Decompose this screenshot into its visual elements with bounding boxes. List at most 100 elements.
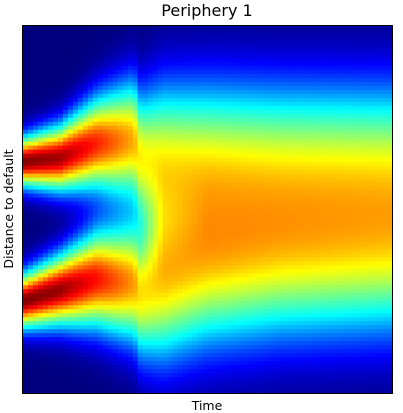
heatmap-cell [92, 381, 99, 386]
heatmap-cell [222, 225, 229, 231]
heatmap-cell [192, 213, 199, 219]
heatmap-cell [142, 37, 149, 43]
heatmap-cell [27, 241, 34, 246]
heatmap-cell [182, 149, 189, 155]
heatmap-cell [32, 277, 39, 282]
heatmap-cell [147, 297, 154, 302]
heatmap-cell [257, 345, 263, 350]
heatmap-cell [197, 121, 204, 127]
heatmap-cell [27, 273, 34, 278]
heatmap-cell [157, 193, 164, 199]
heatmap-cell [182, 141, 189, 147]
heatmap-cell [142, 285, 149, 290]
heatmap-cell [232, 365, 239, 370]
heatmap-cell [82, 173, 89, 179]
heatmap-cell [92, 61, 99, 67]
heatmap-cell [97, 345, 104, 350]
heatmap-cell [97, 29, 104, 35]
heatmap-cell [202, 177, 209, 183]
heatmap-cell [37, 77, 44, 83]
heatmap-cell [117, 277, 124, 282]
heatmap-cell [23, 157, 29, 163]
heatmap-cell [152, 65, 159, 71]
heatmap-cell [262, 325, 268, 330]
heatmap-cell [62, 373, 69, 378]
heatmap-cell [262, 73, 268, 79]
heatmap-cell [147, 193, 154, 199]
heatmap-cell [32, 26, 39, 31]
heatmap-cell [117, 237, 124, 243]
heatmap-cell [272, 269, 278, 274]
heatmap-cell [247, 57, 253, 63]
heatmap-cell [47, 69, 54, 75]
heatmap-cell [92, 29, 99, 35]
heatmap-cell [137, 229, 144, 235]
heatmap-cell [212, 377, 219, 382]
heatmap-cell [177, 169, 184, 175]
heatmap-cell [47, 345, 54, 350]
heatmap-cell [142, 281, 149, 286]
heatmap-cell [23, 201, 29, 207]
heatmap-cell [167, 77, 174, 83]
heatmap-cell [182, 249, 189, 254]
heatmap-cell [212, 357, 219, 362]
heatmap-cell [217, 149, 224, 155]
heatmap-cell [67, 97, 74, 103]
heatmap-cell [147, 97, 154, 103]
heatmap-cell [222, 369, 229, 374]
heatmap-cell [122, 97, 129, 103]
heatmap-cell [62, 41, 69, 47]
heatmap-cell [277, 53, 283, 59]
heatmap-cell [232, 261, 239, 266]
heatmap-cell [212, 337, 219, 342]
heatmap-cell [187, 73, 194, 79]
heatmap-cell [77, 241, 84, 246]
heatmap-cell [262, 345, 268, 350]
heatmap-cell [212, 133, 219, 139]
heatmap-cell [282, 273, 288, 278]
heatmap-cell [242, 229, 248, 235]
heatmap-cell [107, 85, 114, 91]
heatmap-cell [282, 269, 288, 274]
heatmap-cell [62, 169, 69, 175]
heatmap-cell [217, 329, 224, 334]
heatmap-cell [92, 285, 99, 290]
heatmap-cell [97, 365, 104, 370]
heatmap-cell [222, 377, 229, 382]
heatmap-cell [32, 117, 39, 123]
heatmap-cell [162, 33, 169, 39]
heatmap-cell [267, 77, 273, 83]
heatmap-cell [192, 237, 199, 243]
heatmap-cell [262, 177, 268, 183]
heatmap-cell [232, 109, 239, 115]
heatmap-cell [282, 77, 288, 83]
heatmap-cell [92, 333, 99, 338]
heatmap-cell [262, 381, 268, 386]
heatmap-cell [77, 185, 84, 191]
heatmap-cell [152, 221, 159, 227]
heatmap-cell [62, 337, 69, 342]
heatmap-cell [32, 217, 39, 223]
heatmap-cell [177, 49, 184, 55]
heatmap-cell [212, 137, 219, 143]
heatmap-cell [117, 197, 124, 203]
heatmap-cell [52, 361, 59, 366]
heatmap-cell [247, 309, 253, 314]
heatmap-cell [197, 73, 204, 79]
heatmap-cell [27, 309, 34, 314]
heatmap-cell [23, 257, 29, 262]
heatmap-cell [237, 133, 244, 139]
heatmap-cell [152, 145, 159, 151]
heatmap-cell [192, 341, 199, 346]
heatmap-cell [97, 361, 104, 366]
heatmap-cell [172, 181, 179, 187]
heatmap-cell [257, 89, 263, 95]
heatmap-cell [112, 77, 119, 83]
heatmap-cell [72, 149, 79, 155]
heatmap-cell [67, 245, 74, 250]
heatmap-cell [237, 157, 244, 163]
heatmap-cell [87, 109, 94, 115]
heatmap-cell [282, 85, 288, 91]
heatmap-cell [212, 65, 219, 71]
heatmap-cell [177, 57, 184, 63]
